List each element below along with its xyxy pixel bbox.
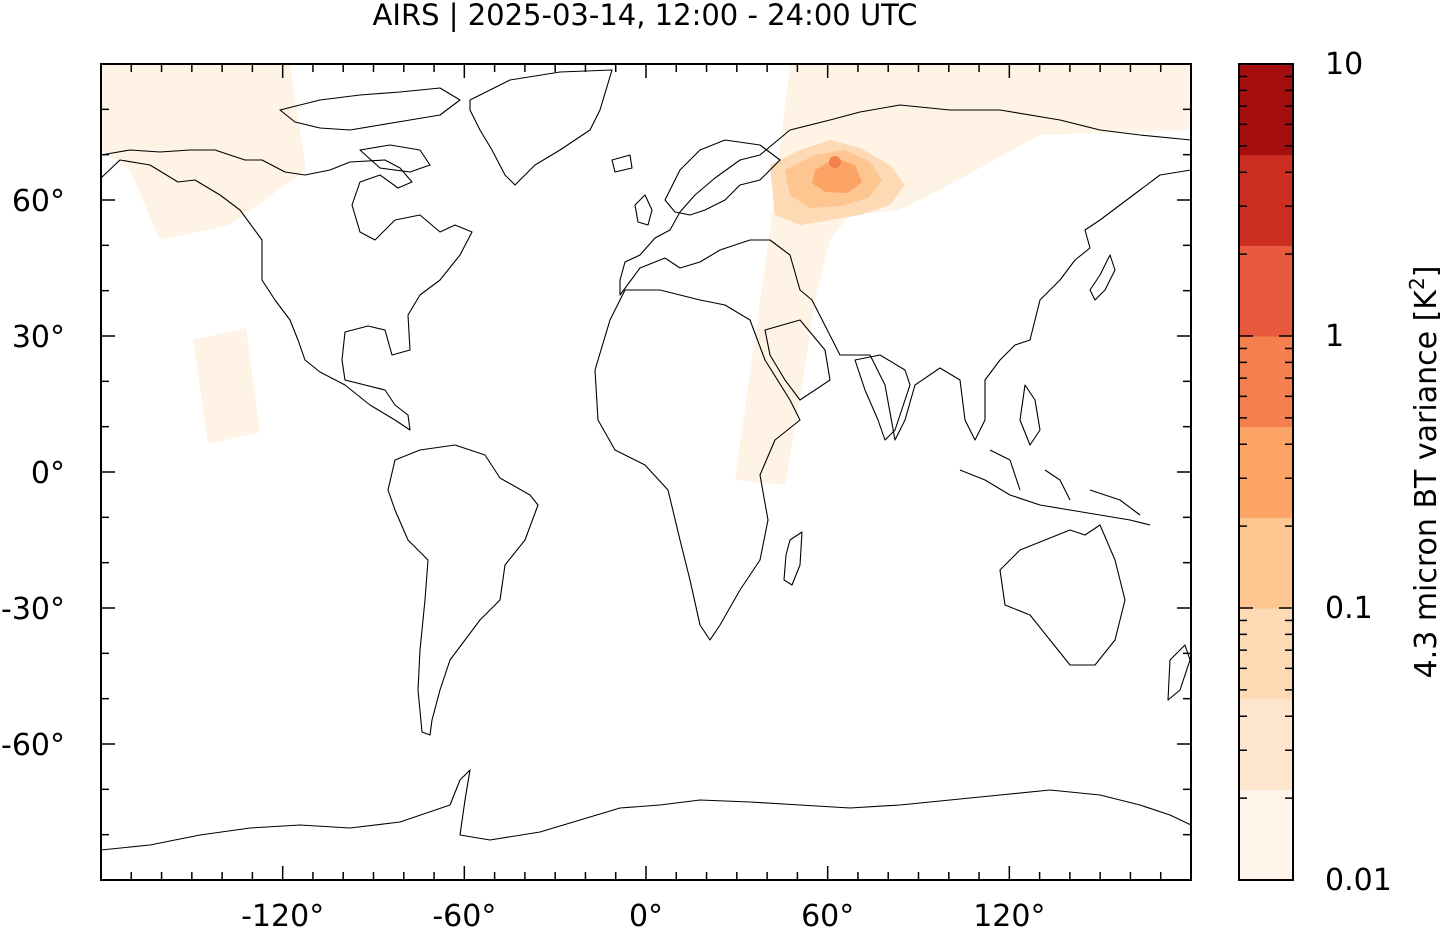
x-tick-label: 120° xyxy=(973,899,1045,930)
coastlines xyxy=(101,69,1191,851)
coast-south-america xyxy=(387,444,539,736)
map-title: AIRS | 2025-03-14, 12:00 - 24:00 UTC xyxy=(372,0,918,32)
coast-arctic-islands xyxy=(279,87,461,173)
y-tick-label: 60° xyxy=(12,184,65,219)
x-tick-label: -60° xyxy=(432,899,496,930)
variance-swaths xyxy=(101,64,1191,485)
x-tick-label: -120° xyxy=(241,899,324,930)
coast-north-america xyxy=(101,149,473,431)
x-tick-label: 0° xyxy=(629,899,663,930)
swath-pacific xyxy=(193,328,260,444)
swath-alaska xyxy=(101,64,306,240)
coast-australia xyxy=(999,524,1126,666)
y-tick-label: 30° xyxy=(12,320,65,355)
coast-philippines xyxy=(1019,384,1041,446)
hotspot-russia-peak xyxy=(829,156,841,168)
hotspot-russia-core xyxy=(812,158,862,193)
map-ticks xyxy=(101,64,1191,880)
y-tick-label: -60° xyxy=(1,728,65,763)
coast-arabia xyxy=(764,319,831,401)
map-background xyxy=(101,64,1191,880)
coast-india xyxy=(854,354,911,441)
coast-scandinavia xyxy=(664,139,781,216)
y-tick-label: -30° xyxy=(1,592,65,627)
coast-new-zealand xyxy=(1167,644,1191,701)
coast-uk xyxy=(611,154,653,226)
coast-antarctica xyxy=(101,769,1191,851)
coast-japan xyxy=(1089,254,1116,301)
coast-africa xyxy=(594,289,801,641)
x-tick-label: 60° xyxy=(801,899,854,930)
map-tick-labels: -120° -60° 0° 60° 120° 60° 30° 0° -30° -60° xyxy=(1,184,1045,930)
coast-greenland xyxy=(469,69,613,186)
coast-madagascar xyxy=(783,531,803,586)
y-tick-label: 0° xyxy=(31,456,65,491)
coast-indonesia xyxy=(959,449,1151,526)
coast-eurasia xyxy=(619,104,1191,441)
